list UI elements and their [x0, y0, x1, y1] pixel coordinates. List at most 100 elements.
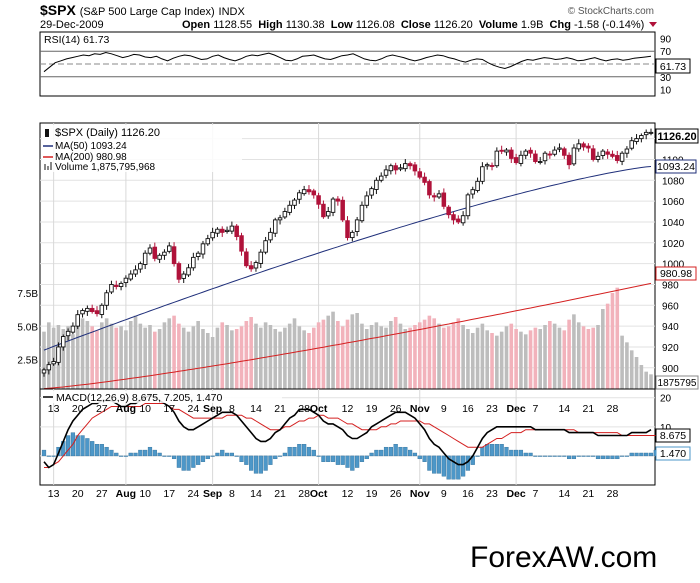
ma200-value-label: 980.98: [660, 268, 692, 280]
candle: [417, 168, 423, 180]
histogram-bar: [528, 452, 533, 457]
volume-bar: [119, 326, 123, 393]
histogram-bar: [624, 455, 630, 457]
volume-bar: [581, 326, 586, 393]
volume-bar: [177, 323, 181, 393]
x-axis-label: 27: [96, 488, 108, 500]
candle: [403, 159, 408, 172]
price-legend: $SPX (Daily) 1126.20 MA(50) 1093.24 MA(2…: [42, 125, 242, 173]
volume-bar: [191, 326, 196, 393]
candle: [475, 177, 480, 193]
price-tick-label: 1060: [662, 197, 685, 208]
candle: [480, 162, 485, 185]
candle: [152, 242, 158, 262]
volume-bar: [495, 335, 499, 393]
ma200-legend: MA(200) 980.98: [55, 152, 127, 163]
histogram-bar: [436, 455, 442, 474]
candle: [393, 162, 398, 175]
histogram-bar: [196, 455, 201, 465]
x-axis-label: 14: [250, 488, 262, 500]
histogram-bar: [157, 452, 162, 457]
volume-bar: [364, 329, 369, 393]
histogram-bar: [364, 455, 369, 460]
candle: [571, 144, 577, 166]
volume-bar: [625, 342, 629, 393]
candle: [316, 192, 321, 209]
volume-bar: [644, 371, 648, 393]
volume-bar: [71, 334, 75, 393]
x-axis-label: 8: [229, 488, 235, 500]
candle: [643, 129, 649, 140]
histogram-bar: [403, 446, 408, 457]
volume-bar: [225, 325, 229, 393]
volume-bar: [504, 326, 509, 393]
candle: [499, 145, 504, 155]
volume-bar: [297, 326, 302, 393]
x-axis-label: 14: [558, 488, 570, 500]
candle: [557, 143, 562, 153]
candle: [306, 185, 312, 195]
volume-bar: [543, 325, 547, 393]
candle: [176, 261, 182, 283]
x-axis-label: 23: [486, 488, 498, 500]
volume-bar: [442, 327, 446, 393]
x-axis-label: 26: [390, 403, 402, 415]
x-axis-label: 24: [187, 403, 199, 415]
volume-bar: [258, 327, 263, 393]
volume-bar: [205, 333, 210, 393]
volume-bar: [374, 322, 379, 393]
candle: [311, 188, 317, 199]
candle: [191, 252, 196, 271]
histogram-bar: [205, 455, 210, 460]
candle: [210, 227, 215, 241]
volume-bar: [605, 303, 610, 393]
x-axis-label: 20: [72, 403, 84, 415]
x-axis-label: 19: [366, 403, 378, 415]
histogram-bar: [383, 446, 389, 457]
histogram-bar: [335, 455, 340, 465]
candle: [624, 146, 630, 158]
candle: [562, 146, 567, 160]
histogram-bar: [176, 455, 181, 468]
candle: [244, 248, 249, 268]
candle: [65, 328, 71, 341]
price-tick-label: 1080: [662, 176, 685, 187]
histogram-bar: [234, 455, 239, 457]
histogram-bar: [408, 449, 413, 457]
volume-bar: [485, 330, 490, 393]
volume-bar: [143, 327, 147, 393]
histogram-bar: [215, 452, 220, 457]
volume-bar: [287, 323, 292, 393]
candle: [350, 230, 355, 242]
histogram-bar: [340, 455, 345, 465]
histogram-bar: [171, 455, 177, 460]
candle: [56, 342, 61, 366]
x-axis-label: 21: [274, 403, 286, 415]
candle: [94, 306, 100, 317]
volume-bar: [384, 327, 388, 393]
volume-bar: [311, 327, 316, 393]
candle: [75, 310, 80, 330]
x-axis-label: Nov: [410, 488, 430, 500]
histogram-bar: [456, 455, 461, 480]
price-tick-label: 900: [662, 364, 679, 375]
x-axis-label: Aug: [116, 403, 136, 415]
candle: [634, 134, 639, 145]
candle: [605, 149, 610, 159]
histogram-bar: [277, 455, 283, 457]
rsi-title: RSI(14) 61.73: [44, 34, 110, 46]
candle: [118, 281, 124, 291]
volume-bar: [610, 293, 615, 393]
histogram-bar: [422, 455, 427, 462]
volume-bar: [393, 317, 398, 393]
histogram-bar: [480, 446, 485, 457]
candle: [441, 188, 447, 210]
candle: [460, 211, 466, 226]
volume-bar: [639, 365, 644, 393]
histogram-bar: [306, 446, 312, 457]
price-tick-label: 980: [662, 280, 679, 291]
rsi-tick-label: 10: [660, 86, 672, 97]
volume-bar: [273, 329, 278, 393]
histogram-bar: [639, 452, 644, 457]
